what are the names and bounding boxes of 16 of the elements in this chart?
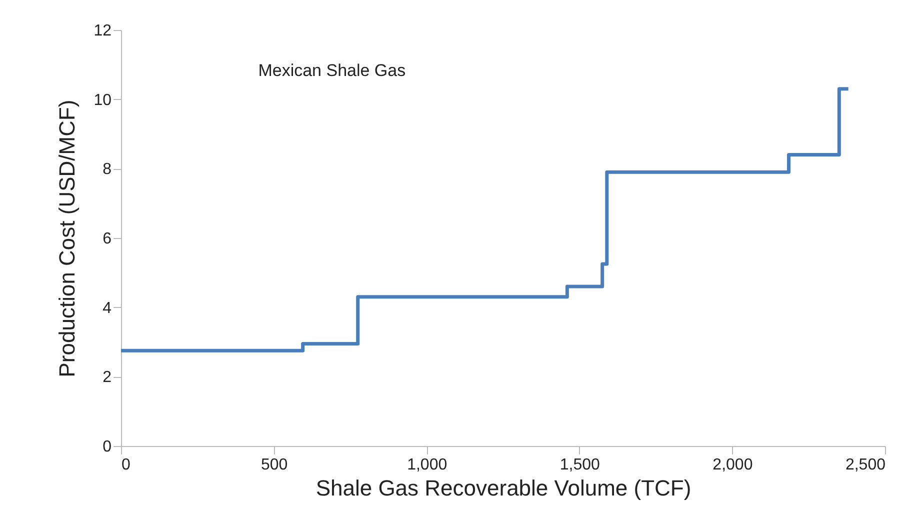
x-tick-label: 1,500 [560, 456, 600, 474]
y-tick-label: 6 [102, 230, 112, 248]
x-tick-label: 2,500 [845, 456, 886, 474]
y-tick-label: 10 [94, 92, 112, 109]
x-tick-label: 1,000 [407, 456, 448, 474]
y-axis-title: Production Cost (USD/MCF) [54, 100, 80, 378]
x-axis-title: Shale Gas Recoverable Volume (TCF) [316, 476, 692, 500]
x-tick-label: 500 [260, 456, 288, 474]
y-tick-label: 4 [102, 300, 112, 317]
y-tick-label: 8 [102, 161, 112, 178]
text: Mexican Shale Gas [258, 61, 406, 80]
y-tick-label: 0 [102, 438, 112, 456]
y-tick-label: 12 [94, 22, 112, 40]
y-tick-label: 2 [102, 369, 112, 386]
x-tick-label: 2,000 [712, 456, 753, 474]
x-tick-label: 0 [122, 456, 130, 474]
